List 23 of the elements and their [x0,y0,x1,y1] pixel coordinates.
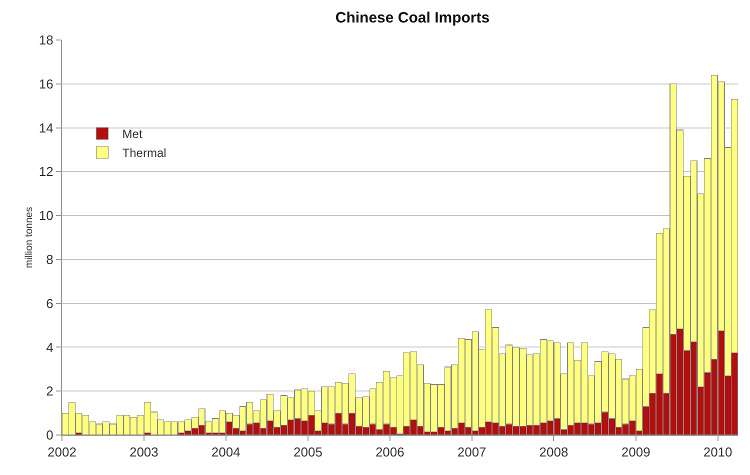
y-tick-label: 12 [38,164,54,180]
x-tick-label: 2006 [375,444,404,460]
y-tick-label: 16 [38,76,54,92]
y-tick-label: 4 [46,340,54,355]
x-tick-label: 2009 [621,444,650,460]
y-tick-label: 6 [46,296,54,311]
y-tick-label: 8 [46,252,54,267]
x-tick-label: 2005 [294,444,322,460]
y-tick-label: 0 [46,428,54,443]
y-tick-label: 18 [38,32,54,48]
legend-label: Met [122,127,143,142]
x-tick-label: 2008 [539,444,568,460]
x-tick-label: 2003 [129,444,158,460]
legend-label: Thermal [122,146,166,160]
y-axis-title: million tonnes [24,206,35,268]
x-tick-label: 2002 [48,444,76,460]
y-tick-label: 14 [38,120,54,136]
y-tick-label: 10 [38,208,54,224]
x-tick-label: 2007 [457,444,486,460]
x-tick-label: 2010 [703,444,732,460]
y-tick-label: 2 [46,384,54,399]
x-tick-label: 2004 [211,444,240,460]
chart-title: Chinese Coal Imports [335,9,490,26]
